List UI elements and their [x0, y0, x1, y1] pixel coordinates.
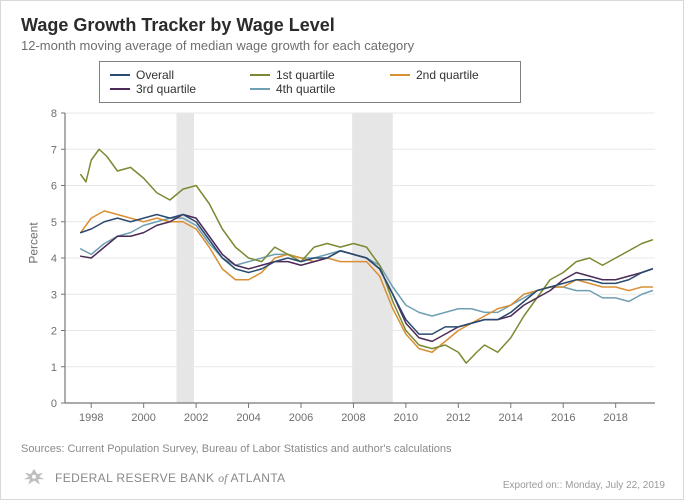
svg-text:3: 3: [51, 289, 57, 301]
legend-item-q4: 4th quartile: [250, 82, 370, 96]
eagle-icon: [21, 465, 47, 491]
svg-text:2002: 2002: [184, 412, 208, 424]
svg-text:5: 5: [51, 217, 57, 229]
chart-title: Wage Growth Tracker by Wage Level: [21, 15, 665, 36]
legend-box: Overall 1st quartile 2nd quartile 3rd qu…: [99, 61, 521, 103]
legend-label-overall: Overall: [136, 68, 174, 82]
legend-label-q1: 1st quartile: [276, 68, 335, 82]
legend-label-q4: 4th quartile: [276, 82, 335, 96]
svg-text:4: 4: [51, 253, 57, 265]
brand-text-of: of: [218, 471, 227, 485]
svg-text:2008: 2008: [341, 412, 365, 424]
chart-area: Percent 01234567819982000200220042006200…: [21, 59, 665, 427]
svg-text:0: 0: [51, 398, 57, 410]
legend-swatch-overall: [110, 74, 130, 76]
legend-swatch-q1: [250, 74, 270, 76]
svg-text:7: 7: [51, 144, 57, 156]
legend-item-q3: 3rd quartile: [110, 82, 230, 96]
svg-text:1: 1: [51, 362, 57, 374]
svg-text:2012: 2012: [446, 412, 470, 424]
svg-text:2010: 2010: [394, 412, 418, 424]
legend-label-q3: 3rd quartile: [136, 82, 196, 96]
svg-text:8: 8: [51, 108, 57, 120]
chart-card: Wage Growth Tracker by Wage Level 12-mon…: [0, 0, 684, 500]
svg-text:2000: 2000: [131, 412, 155, 424]
sources-text: Sources: Current Population Survey, Bure…: [21, 443, 452, 455]
brand-text-2: ATLANTA: [231, 471, 286, 485]
footer: FEDERAL RESERVE BANK of ATLANTA Exported…: [21, 465, 665, 491]
brand-text-1: FEDERAL RESERVE BANK: [55, 471, 214, 485]
legend-swatch-q3: [110, 88, 130, 90]
legend-item-q2: 2nd quartile: [390, 68, 510, 82]
svg-text:2014: 2014: [499, 412, 523, 424]
svg-text:2006: 2006: [289, 412, 313, 424]
svg-text:2018: 2018: [603, 412, 627, 424]
svg-text:2: 2: [51, 326, 57, 338]
svg-text:1998: 1998: [79, 412, 103, 424]
legend-item-q1: 1st quartile: [250, 68, 370, 82]
fed-logo: FEDERAL RESERVE BANK of ATLANTA: [21, 465, 286, 491]
legend-swatch-q4: [250, 88, 270, 90]
svg-text:2016: 2016: [551, 412, 575, 424]
line-chart-svg: 0 1 2 3 4 5 6 7 8 1998 2000 2002 2004 2006 2008 2010 201…: [21, 59, 665, 427]
export-note: Exported on:: Monday, July 22, 2019: [503, 480, 665, 491]
legend-item-overall: Overall: [110, 68, 230, 82]
legend-swatch-q2: [390, 74, 410, 76]
legend-label-q2: 2nd quartile: [416, 68, 479, 82]
svg-text:6: 6: [51, 181, 57, 193]
chart-subtitle: 12-month moving average of median wage g…: [21, 38, 665, 53]
svg-text:2004: 2004: [236, 412, 260, 424]
